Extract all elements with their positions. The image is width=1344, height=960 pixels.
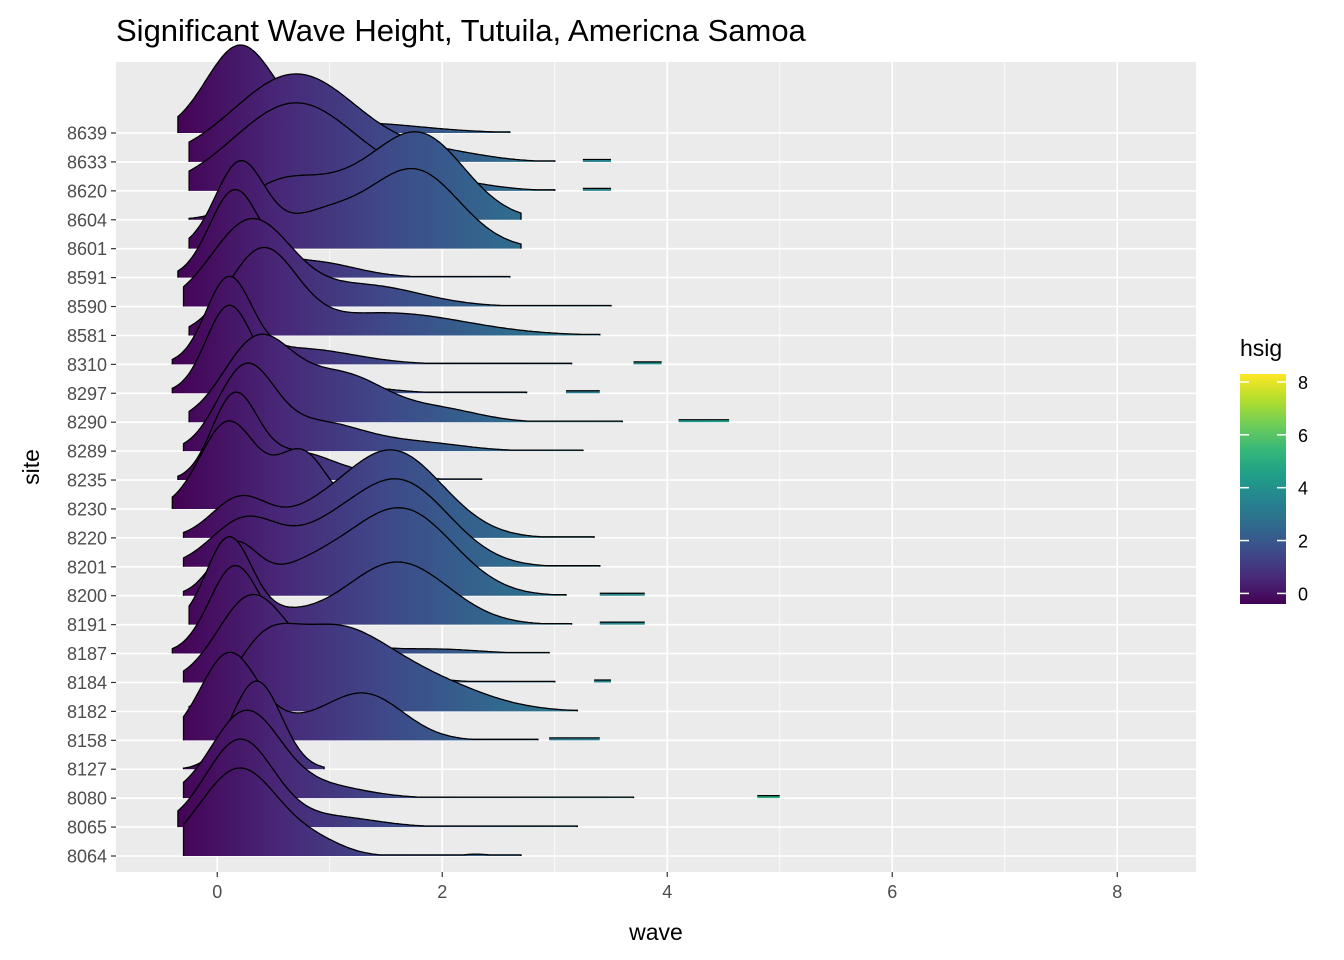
y-tick-label: 8065 (67, 818, 107, 838)
ridge-outline-8158 (182, 651, 539, 741)
ridge-outlier-8080-0 (757, 795, 780, 799)
legend-tick-label: 6 (1298, 426, 1308, 446)
ridge-area-8200 (183, 507, 566, 596)
x-tick-label: 0 (212, 882, 222, 902)
y-tick-label: 8620 (67, 181, 107, 201)
y-tick-label: 8297 (67, 384, 107, 404)
y-tick-label: 8581 (67, 326, 107, 346)
ridge-outlier-8297-0 (566, 390, 600, 394)
x-axis: 0 2 4 6 8 (212, 872, 1122, 902)
ridge-outline-8289 (182, 362, 584, 452)
ridge-8581 (188, 246, 601, 336)
ridge-outline-8200 (182, 507, 567, 596)
x-tick-label: 4 (662, 882, 672, 902)
y-tick-label: 8230 (67, 499, 107, 519)
ridge-8191 (188, 535, 645, 625)
y-tick-label: 8633 (67, 152, 107, 172)
legend-tick-label: 4 (1298, 479, 1308, 499)
ridge-area-8620 (189, 102, 555, 191)
ridge-outline-8220 (182, 449, 595, 538)
legend-tick-label: 8 (1298, 373, 1308, 393)
ridge-8620 (188, 102, 611, 191)
ridge-outlier-8184-0 (594, 679, 611, 683)
ridge-8080 (182, 709, 780, 799)
ridge-outlier-8633-0 (582, 159, 611, 162)
ridge-outline-8310 (171, 275, 573, 365)
ridge-8290 (188, 333, 730, 423)
ridge-outline-8065 (177, 738, 578, 828)
ridge-outline-8591 (177, 188, 511, 278)
legend-title: hsig (1240, 335, 1282, 361)
ridge-outline-8080 (182, 709, 635, 799)
ridge-outline-8064 (182, 767, 522, 856)
y-tick-label: 8200 (67, 586, 107, 606)
y-tick-label: 8289 (67, 442, 107, 462)
ridge-outlier-8191-0 (599, 622, 645, 625)
ridge-outlier-8620-0 (582, 188, 611, 191)
x-tick-label: 6 (887, 882, 897, 902)
y-axis-title: site (18, 449, 44, 485)
ridge-outlier-8158-0 (549, 737, 600, 741)
ridge-area-8064 (183, 768, 521, 856)
ridge-outlier-8290-0 (678, 419, 730, 423)
ridge-outline-8182 (188, 622, 578, 712)
y-tick-label: 8235 (67, 471, 107, 491)
y-tick-label: 8064 (67, 847, 107, 867)
ridge-8200 (182, 507, 645, 596)
ridge-area-8290 (189, 334, 623, 423)
y-tick-label: 8182 (67, 702, 107, 722)
y-tick-label: 8290 (67, 413, 107, 433)
ridge-area-8191 (189, 536, 572, 625)
y-tick-label: 8184 (67, 673, 107, 693)
ridge-8182 (188, 622, 578, 712)
ridge-outline-8191 (188, 535, 573, 625)
x-tick-label: 2 (437, 882, 447, 902)
y-tick-label: 8220 (67, 528, 107, 548)
ridges (171, 44, 780, 856)
y-tick-label: 8191 (67, 615, 107, 635)
ridge-outlier-8310-0 (633, 361, 662, 365)
ridge-outline-8290 (188, 333, 623, 423)
legend-colorbar (1240, 374, 1286, 604)
ridge-outline-8633 (188, 73, 556, 162)
ridge-area-8080 (183, 710, 634, 799)
y-tick-label: 8590 (67, 297, 107, 317)
y-tick-label: 8591 (67, 268, 107, 288)
legend: hsig 0 2 4 6 8 (1240, 335, 1308, 604)
ridge-8064 (182, 767, 522, 856)
legend-tick-label: 0 (1298, 584, 1308, 604)
legend-ticks: 0 2 4 6 8 (1240, 373, 1308, 604)
y-tick-label: 8187 (67, 644, 107, 664)
x-axis-title: wave (628, 919, 683, 945)
x-tick-label: 8 (1112, 882, 1122, 902)
ridge-8289 (182, 362, 584, 452)
ridge-outlier-8200-0 (599, 593, 645, 596)
y-tick-label: 8604 (67, 210, 107, 230)
ridge-area-8182 (189, 623, 578, 712)
y-tick-label: 8310 (67, 355, 107, 375)
ridge-outline-8601 (188, 160, 522, 249)
y-tick-label: 8201 (67, 557, 107, 577)
y-axis: 8064 8065 8080 8127 8158 8182 8184 8187 8191 8200… (67, 124, 116, 867)
ridge-outline-8590 (182, 217, 612, 307)
legend-tick-label: 2 (1298, 532, 1308, 552)
y-tick-label: 8080 (67, 789, 107, 809)
ridge-area-8289 (183, 363, 583, 452)
y-tick-label: 8127 (67, 760, 107, 780)
y-tick-label: 8601 (67, 239, 107, 259)
y-tick-label: 8639 (67, 124, 107, 144)
ridge-outline-8620 (188, 102, 556, 191)
chart-title: Significant Wave Height, Tutuila, Americ… (116, 13, 807, 48)
ridge-area-8230 (172, 420, 443, 509)
ridge-outline-8581 (188, 246, 601, 336)
ridge-outline-8201 (182, 478, 601, 567)
y-tick-label: 8158 (67, 731, 107, 751)
